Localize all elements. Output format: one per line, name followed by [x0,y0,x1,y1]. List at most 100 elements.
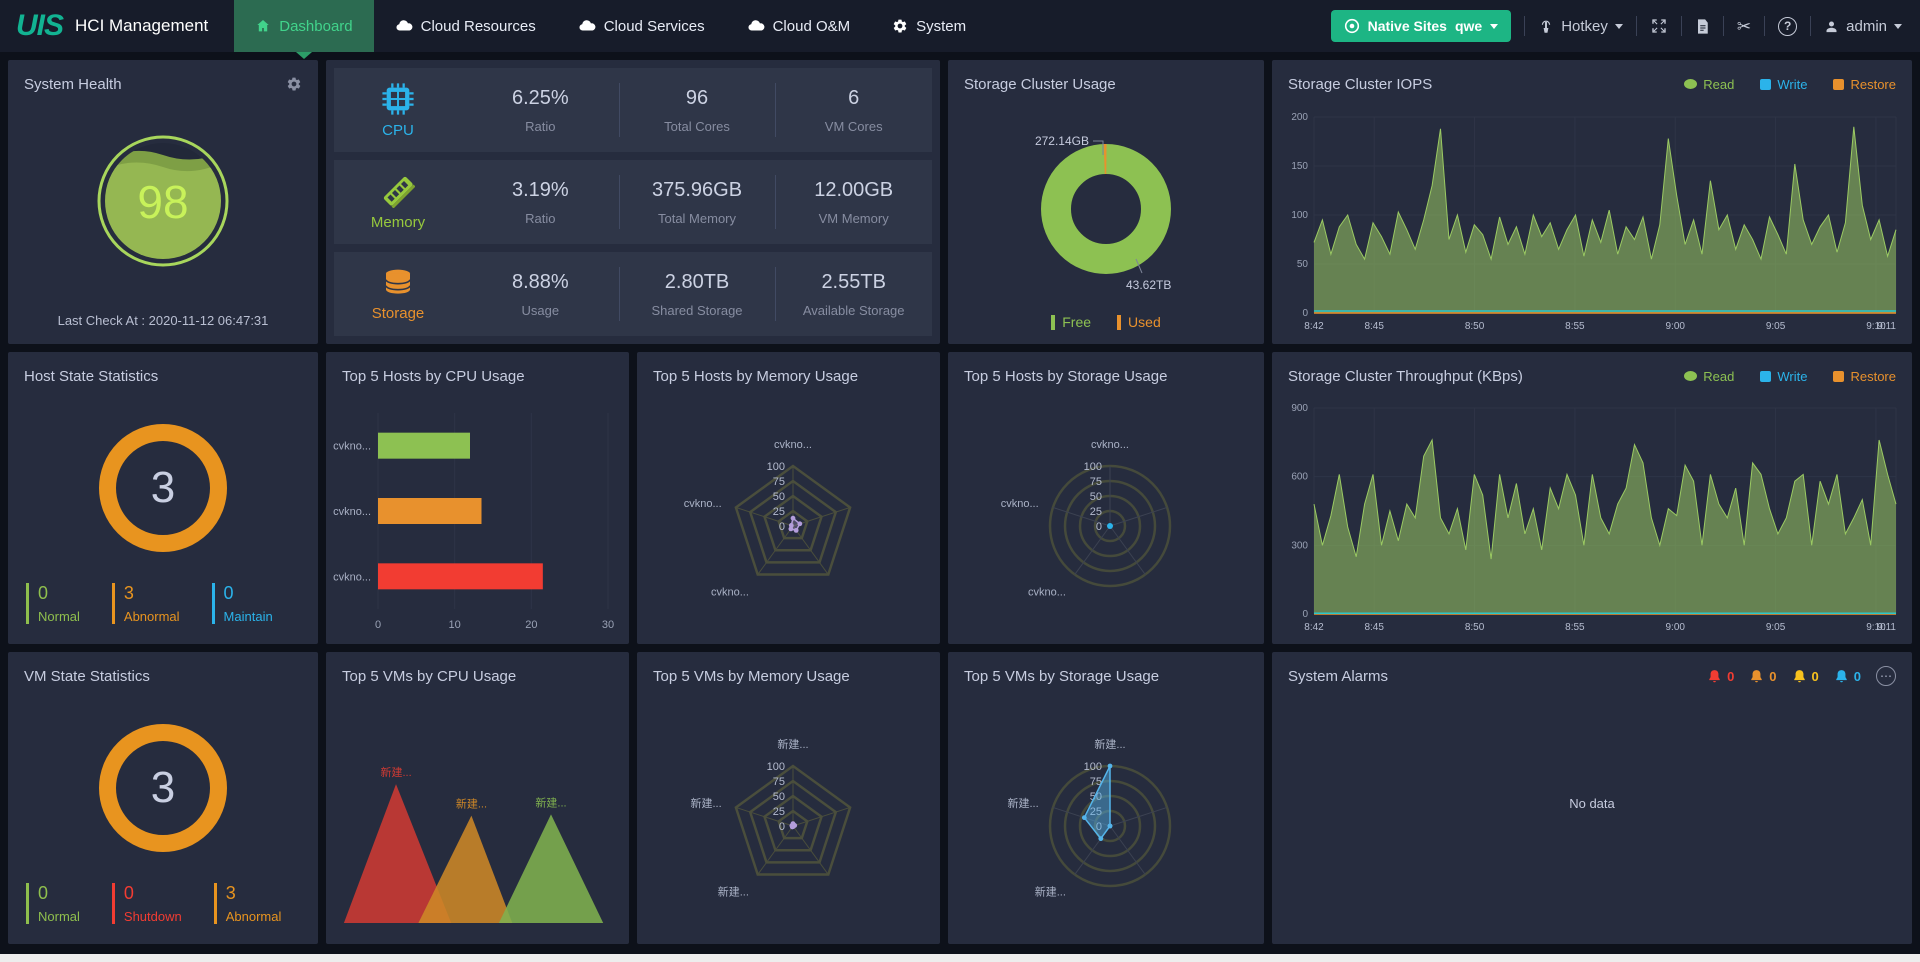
chevron-down-icon [1894,24,1902,33]
svg-text:300: 300 [1291,540,1308,551]
tab-label: Dashboard [279,17,353,35]
tab-system[interactable]: System [871,0,987,52]
legend-restore[interactable]: Restore [1833,369,1896,384]
hotkey-label: Hotkey [1561,17,1608,35]
top-navbar: UIS HCI Management Dashboard Cloud Resou… [0,0,1920,59]
svg-text:cvkno...: cvkno... [333,441,371,453]
divider [1635,16,1637,36]
divider [1722,16,1724,36]
tab-dashboard[interactable]: Dashboard [234,0,374,59]
svg-text:75: 75 [1090,776,1102,788]
legend-used[interactable]: Used [1117,314,1161,330]
legend-square-icon [1760,78,1772,90]
svg-text:9:10: 9:10 [1866,622,1886,633]
legend-restore[interactable]: Restore [1833,77,1896,92]
legend-square-icon [1833,370,1845,382]
document-button[interactable] [1695,18,1710,35]
touch-icon [1538,17,1554,35]
brand: UIS HCI Management [0,0,234,52]
home-icon [255,18,271,34]
vms-storage-radar: 0255075100新建...新建...新建... [1007,737,1172,899]
stat-cell: 2.55TB Available Storage [775,252,932,336]
horizontal-scrollbar[interactable] [0,954,1920,962]
critical-alarm-bell-icon[interactable]: 0 [1707,669,1734,684]
native-sites-button[interactable]: Native Sites qwe [1330,10,1512,42]
svg-text:新建...: 新建... [717,885,748,899]
legend-shutdown: 0 Shutdown [111,883,182,924]
svg-text:8:45: 8:45 [1364,622,1384,633]
shortcut-tools-button[interactable]: ✂ [1737,18,1751,35]
panel-title: System Health [24,75,122,93]
legend-write[interactable]: Write [1760,77,1807,92]
panel-title: Storage Cluster Usage [964,75,1116,93]
fullscreen-button[interactable] [1650,17,1668,35]
svg-text:cvkno...: cvkno... [711,587,749,599]
svg-text:25: 25 [772,806,784,818]
svg-text:0: 0 [1096,521,1102,533]
svg-text:0: 0 [1302,609,1308,620]
more-options-icon[interactable]: ⋯ [1876,666,1896,686]
major-alarm-bell-icon[interactable]: 0 [1749,669,1777,684]
svg-text:0: 0 [1302,308,1308,319]
vm-state-legend: 0 Normal 0 Shutdown 3 Abnormal [8,883,318,944]
svg-text:75: 75 [772,776,784,788]
vms-cpu-triangle-chart: 新建... 新建... 新建... [343,765,603,923]
site-name: qwe [1454,18,1483,34]
svg-text:新建...: 新建... [1035,885,1066,899]
svg-text:100: 100 [1084,461,1102,473]
cloud-icon [747,17,765,35]
navbar-right: Native Sites qwe Hotkey ✂ ? ad [1330,0,1920,52]
svg-text:0: 0 [1096,821,1102,833]
svg-text:9:00: 9:00 [1666,622,1686,633]
svg-text:20: 20 [525,619,537,631]
hotkey-dropdown[interactable]: Hotkey [1538,17,1623,35]
panel-vms-cpu: Top 5 VMs by CPU Usage 新建... 新建... 新建... [326,652,629,944]
svg-text:100: 100 [1291,210,1308,221]
svg-text:新建...: 新建... [380,765,411,779]
gear-icon[interactable] [286,76,302,92]
tab-cloud-resources[interactable]: Cloud Resources [374,0,557,52]
user-menu[interactable]: admin [1824,18,1902,35]
panel-title: Top 5 Hosts by Storage Usage [964,367,1168,385]
svg-text:新建...: 新建... [455,797,486,811]
svg-text:50: 50 [772,491,784,503]
scissors-icon: ✂ [1736,16,1752,36]
svg-text:8:42: 8:42 [1304,622,1324,633]
panel-throughput: Storage Cluster Throughput (KBps) Read W… [1272,352,1912,644]
minor-alarm-bell-icon[interactable]: 0 [1792,669,1819,684]
cpu-icon [381,82,415,116]
tab-cloud-services[interactable]: Cloud Services [557,0,726,52]
document-icon [1697,18,1708,34]
panel-system-health: System Health 98 Last Check At : 2020-11… [8,60,318,344]
svg-text:9:00: 9:00 [1666,321,1686,332]
svg-text:100: 100 [766,461,784,473]
help-button[interactable]: ? [1778,16,1798,36]
svg-text:新建...: 新建... [777,737,808,751]
info-alarm-bell-icon[interactable]: 0 [1834,669,1861,684]
svg-text:0: 0 [374,619,380,631]
svg-text:8:55: 8:55 [1565,622,1585,633]
host-state-legend: 0 Normal 3 Abnormal 0 Maintain [8,583,318,644]
storage-usage-donut: 272.14GB 43.62TB [1035,134,1171,292]
last-check-text: Last Check At : 2020-11-12 06:47:31 [57,313,269,328]
tab-cloud-om[interactable]: Cloud O&M [726,0,872,52]
hosts-memory-radar: 0 25 50 75 100 cvkno... cvkno... cvkno... [683,439,852,599]
stat-cell: 8.88% Usage [511,270,569,318]
svg-text:25: 25 [1090,506,1102,518]
chevron-down-icon [1614,24,1623,33]
svg-text:新建...: 新建... [1094,737,1125,751]
svg-text:50: 50 [1090,491,1102,503]
legend-write[interactable]: Write [1760,369,1807,384]
panel-title: System Alarms [1288,667,1389,685]
svg-text:9:05: 9:05 [1766,622,1786,633]
svg-text:30: 30 [601,619,613,631]
legend-read[interactable]: Read [1684,77,1734,92]
svg-text:新建...: 新建... [1007,796,1038,810]
no-data-text: No data [1569,795,1615,811]
svg-text:98: 98 [137,176,188,228]
legend-read[interactable]: Read [1684,369,1734,384]
legend-free[interactable]: Free [1051,314,1091,330]
target-icon [1344,18,1360,34]
cloud-icon [395,17,413,35]
panel-title: Host State Statistics [24,367,159,385]
